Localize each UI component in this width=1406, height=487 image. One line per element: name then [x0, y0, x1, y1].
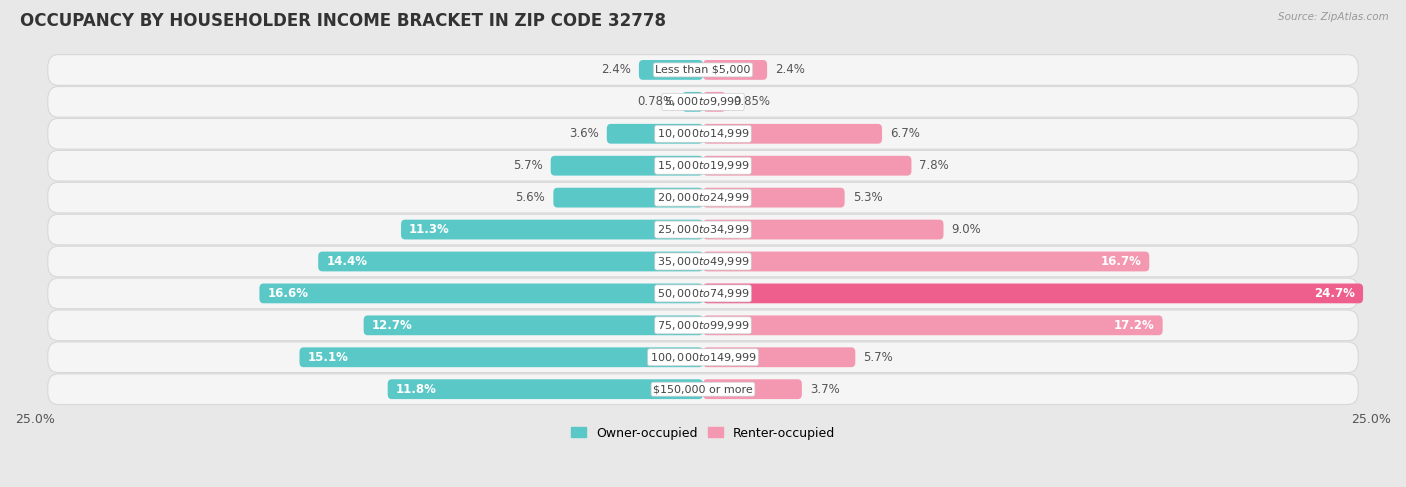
- Text: 3.6%: 3.6%: [569, 127, 599, 140]
- FancyBboxPatch shape: [388, 379, 703, 399]
- Text: $150,000 or more: $150,000 or more: [654, 384, 752, 394]
- Text: 5.7%: 5.7%: [513, 159, 543, 172]
- Text: $100,000 to $149,999: $100,000 to $149,999: [650, 351, 756, 364]
- FancyBboxPatch shape: [318, 252, 703, 271]
- Text: 5.7%: 5.7%: [863, 351, 893, 364]
- Text: 5.6%: 5.6%: [516, 191, 546, 204]
- Text: 2.4%: 2.4%: [600, 63, 631, 76]
- Text: $50,000 to $74,999: $50,000 to $74,999: [657, 287, 749, 300]
- Text: 7.8%: 7.8%: [920, 159, 949, 172]
- FancyBboxPatch shape: [48, 118, 1358, 149]
- FancyBboxPatch shape: [48, 55, 1358, 85]
- FancyBboxPatch shape: [364, 316, 703, 335]
- FancyBboxPatch shape: [48, 87, 1358, 117]
- Text: 14.4%: 14.4%: [326, 255, 367, 268]
- Text: 3.7%: 3.7%: [810, 383, 839, 396]
- Text: 11.8%: 11.8%: [395, 383, 437, 396]
- FancyBboxPatch shape: [607, 124, 703, 144]
- FancyBboxPatch shape: [259, 283, 703, 303]
- Legend: Owner-occupied, Renter-occupied: Owner-occupied, Renter-occupied: [567, 422, 839, 445]
- FancyBboxPatch shape: [703, 92, 725, 112]
- Text: $75,000 to $99,999: $75,000 to $99,999: [657, 319, 749, 332]
- FancyBboxPatch shape: [703, 347, 855, 367]
- Text: $25,000 to $34,999: $25,000 to $34,999: [657, 223, 749, 236]
- Text: Source: ZipAtlas.com: Source: ZipAtlas.com: [1278, 12, 1389, 22]
- FancyBboxPatch shape: [638, 60, 703, 80]
- Text: 9.0%: 9.0%: [952, 223, 981, 236]
- Text: $20,000 to $24,999: $20,000 to $24,999: [657, 191, 749, 204]
- FancyBboxPatch shape: [48, 310, 1358, 341]
- Text: 15.1%: 15.1%: [308, 351, 349, 364]
- FancyBboxPatch shape: [48, 278, 1358, 309]
- FancyBboxPatch shape: [682, 92, 703, 112]
- FancyBboxPatch shape: [703, 187, 845, 207]
- Text: 16.7%: 16.7%: [1101, 255, 1142, 268]
- FancyBboxPatch shape: [48, 342, 1358, 373]
- FancyBboxPatch shape: [554, 187, 703, 207]
- FancyBboxPatch shape: [703, 220, 943, 240]
- FancyBboxPatch shape: [703, 316, 1163, 335]
- Text: 16.6%: 16.6%: [267, 287, 308, 300]
- FancyBboxPatch shape: [703, 124, 882, 144]
- FancyBboxPatch shape: [401, 220, 703, 240]
- FancyBboxPatch shape: [703, 156, 911, 176]
- FancyBboxPatch shape: [703, 283, 1362, 303]
- Text: 12.7%: 12.7%: [371, 319, 412, 332]
- FancyBboxPatch shape: [48, 214, 1358, 245]
- FancyBboxPatch shape: [703, 252, 1149, 271]
- Text: 5.3%: 5.3%: [852, 191, 883, 204]
- Text: OCCUPANCY BY HOUSEHOLDER INCOME BRACKET IN ZIP CODE 32778: OCCUPANCY BY HOUSEHOLDER INCOME BRACKET …: [20, 12, 665, 30]
- Text: $5,000 to $9,999: $5,000 to $9,999: [664, 95, 742, 108]
- FancyBboxPatch shape: [48, 246, 1358, 277]
- FancyBboxPatch shape: [551, 156, 703, 176]
- FancyBboxPatch shape: [703, 60, 768, 80]
- Text: 17.2%: 17.2%: [1114, 319, 1154, 332]
- FancyBboxPatch shape: [703, 379, 801, 399]
- Text: 24.7%: 24.7%: [1315, 287, 1355, 300]
- Text: 0.85%: 0.85%: [734, 95, 770, 108]
- FancyBboxPatch shape: [299, 347, 703, 367]
- Text: 11.3%: 11.3%: [409, 223, 450, 236]
- Text: 2.4%: 2.4%: [775, 63, 806, 76]
- FancyBboxPatch shape: [48, 150, 1358, 181]
- Text: Less than $5,000: Less than $5,000: [655, 65, 751, 75]
- Text: 0.78%: 0.78%: [637, 95, 673, 108]
- Text: $15,000 to $19,999: $15,000 to $19,999: [657, 159, 749, 172]
- FancyBboxPatch shape: [48, 182, 1358, 213]
- FancyBboxPatch shape: [48, 374, 1358, 405]
- Text: $10,000 to $14,999: $10,000 to $14,999: [657, 127, 749, 140]
- Text: $35,000 to $49,999: $35,000 to $49,999: [657, 255, 749, 268]
- Text: 6.7%: 6.7%: [890, 127, 920, 140]
